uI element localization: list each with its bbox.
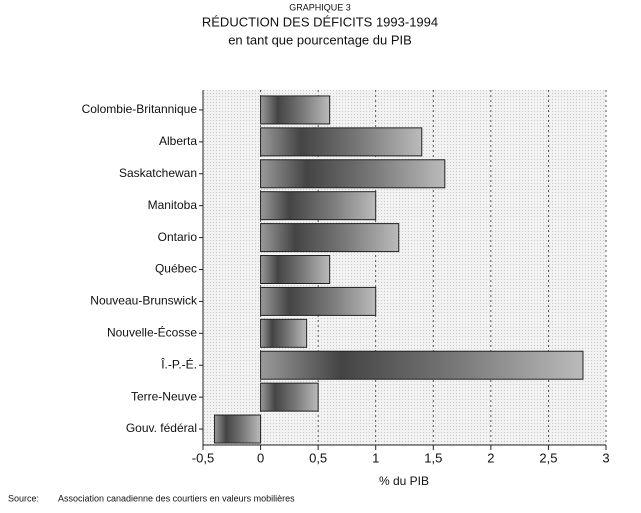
y-tick-label: Nouvelle-Écosse (107, 324, 197, 339)
chart-subtitle: en tant que pourcentage du PIB (228, 32, 412, 47)
y-tick-label: Colombie-Britannique (82, 102, 198, 116)
y-tick-label: Manitoba (148, 198, 198, 212)
bar (260, 159, 446, 189)
bar (260, 286, 377, 316)
y-tick-label: Î.-P.-É. (160, 356, 197, 371)
x-tick-label: 0 (257, 450, 264, 465)
y-tick-label: Saskatchewan (119, 166, 197, 180)
y-tick-label: Nouveau-Brunswick (90, 294, 198, 308)
bar (260, 223, 400, 253)
x-tick-label: 1,5 (424, 450, 442, 465)
bar (260, 191, 377, 221)
y-tick-label: Ontario (158, 230, 198, 244)
bar (260, 127, 423, 157)
bar (260, 318, 308, 348)
chart-title: RÉDUCTION DES DÉFICITS 1993-1994 (202, 14, 438, 29)
x-tick-label: 0,5 (309, 450, 327, 465)
bar (260, 95, 331, 125)
y-tick-label: Gouv. fédéral (126, 421, 197, 435)
y-tick-label: Alberta (159, 134, 197, 148)
x-tick-label: 2 (487, 450, 494, 465)
x-axis-label: % du PIB (379, 474, 429, 488)
supertitle: GRAPHIQUE 3 (289, 2, 351, 12)
source: Association canadienne des courtiers en … (58, 493, 295, 503)
source-label: Source: (8, 493, 39, 503)
x-tick-label: 2,5 (539, 450, 557, 465)
bar (260, 350, 584, 380)
x-tick-label: 3 (602, 450, 609, 465)
y-tick-label: Terre-Neuve (131, 389, 197, 403)
x-tick-label: 1 (372, 450, 379, 465)
bar (214, 414, 262, 444)
bar (260, 255, 331, 284)
x-tick-label: -0,5 (192, 450, 214, 465)
bar (260, 382, 319, 412)
y-tick-label: Québec (155, 262, 197, 276)
